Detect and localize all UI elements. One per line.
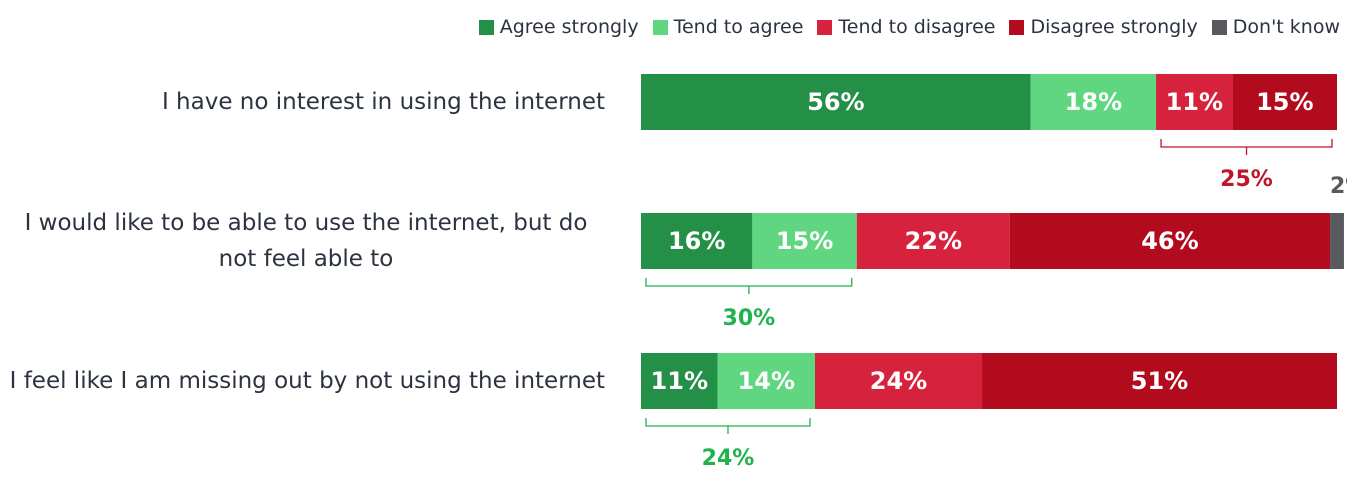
bracket	[645, 418, 811, 434]
legend-swatch	[1211, 19, 1227, 35]
legend-item: Tend to disagree	[817, 16, 995, 38]
value-label: 24%	[870, 367, 927, 395]
bar-segment	[1232, 74, 1337, 130]
category-label: I have no interest in using the internet	[161, 89, 605, 115]
value-label: 11%	[651, 367, 708, 395]
legend-label: Tend to agree	[673, 16, 804, 38]
legend-swatch	[478, 19, 494, 35]
bracket	[645, 278, 853, 294]
bracket-label: 25%	[1220, 167, 1273, 192]
value-label: 14%	[738, 367, 795, 395]
value-label: 56%	[807, 88, 864, 116]
legend: Agree strongly Tend to agree Tend to disag…	[478, 16, 1340, 38]
bar-segment	[752, 213, 857, 269]
value-label: 2%	[1330, 174, 1347, 199]
bracket-label: 30%	[723, 306, 776, 331]
bar-segment	[856, 213, 1010, 269]
legend-label: Agree strongly	[499, 16, 639, 38]
bar-segment	[717, 353, 815, 409]
value-label: 46%	[1141, 227, 1198, 255]
legend-item: Agree strongly	[478, 16, 639, 38]
value-label: 15%	[1256, 88, 1313, 116]
category-label: I feel like I am missing out by not usin…	[9, 368, 605, 394]
value-label: 16%	[668, 227, 725, 255]
bar-segment	[1156, 74, 1233, 130]
legend-item: Tend to agree	[652, 16, 804, 38]
bar-segment	[815, 353, 983, 409]
legend-label: Disagree strongly	[1030, 16, 1198, 38]
legend-label: Don't know	[1232, 16, 1340, 38]
bracket	[1160, 139, 1333, 155]
value-label: 51%	[1131, 367, 1188, 395]
bar-segment	[641, 353, 718, 409]
legend-swatch	[1009, 19, 1025, 35]
bar-segment	[1030, 74, 1157, 130]
bar-segment	[1009, 213, 1331, 269]
category-label: I would like to be able to use the inter…	[24, 210, 588, 272]
legend-swatch	[817, 19, 833, 35]
legend-swatch	[652, 19, 668, 35]
value-label: 22%	[905, 227, 962, 255]
value-label: 18%	[1065, 88, 1122, 116]
value-label: 11%	[1166, 88, 1223, 116]
bar-segment	[982, 353, 1337, 409]
legend-label: Tend to disagree	[838, 16, 996, 38]
bar-segment	[641, 213, 753, 269]
legend-item: Disagree strongly	[1009, 16, 1198, 38]
legend-item: Don't know	[1211, 16, 1340, 38]
bar-segment	[641, 74, 1031, 130]
value-label: 15%	[776, 227, 833, 255]
bar-segment	[1330, 213, 1344, 269]
bracket-label: 24%	[702, 446, 755, 471]
